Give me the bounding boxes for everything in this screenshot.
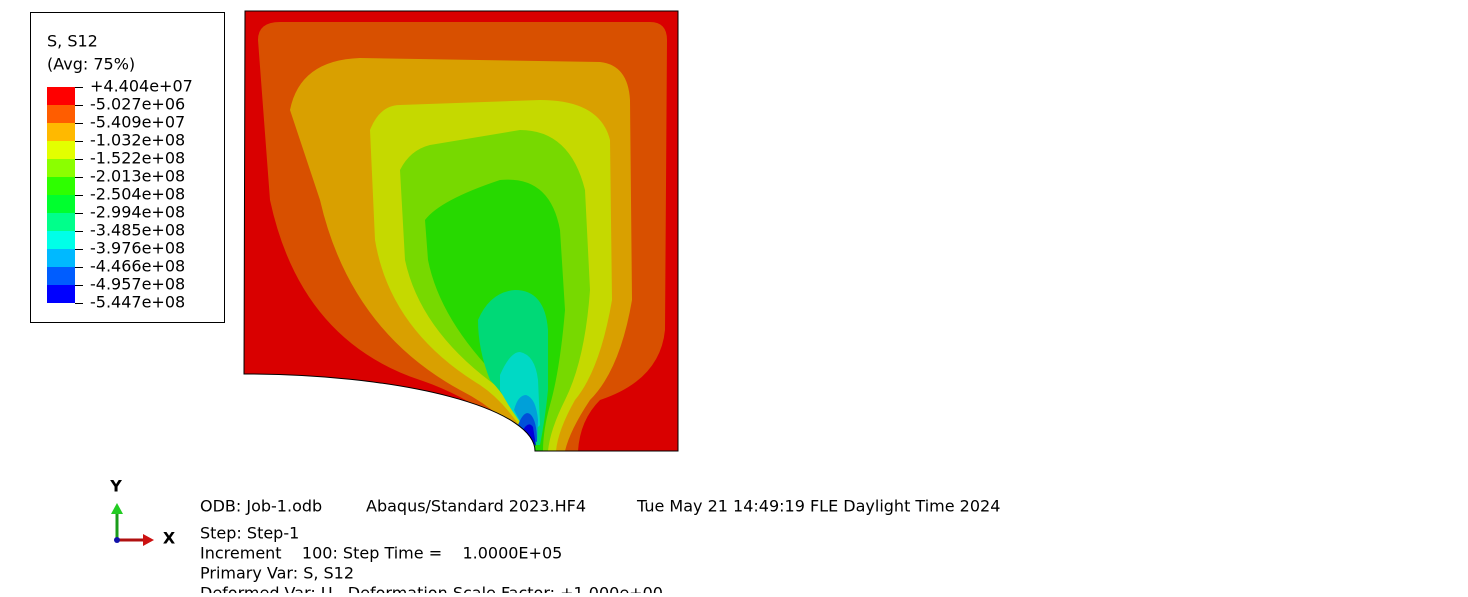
info-text: ODB: Job-1.odb [200,497,322,516]
legend-subtitle: (Avg: 75%) [47,55,135,74]
legend-swatch [47,159,75,177]
legend-level: +4.404e+07 [90,77,193,96]
info-text: Increment 100: Step Time = 1.0000E+05 [200,544,562,563]
legend-swatch [47,249,75,267]
plate-outline [243,10,679,452]
legend-swatch [47,123,75,141]
legend-level: -4.466e+08 [90,257,185,276]
legend-level: -2.013e+08 [90,167,185,186]
legend-level: -1.522e+08 [90,149,185,168]
legend-level: -1.032e+08 [90,131,185,150]
contour-plot [244,11,678,451]
axis-label: Y [109,477,122,496]
legend-level: -3.485e+08 [90,221,185,240]
legend-swatch [47,267,75,285]
legend-level: -3.976e+08 [90,239,185,258]
info-text: Primary Var: S, S12 [200,564,354,583]
legend-level: -5.027e+06 [90,95,185,114]
legend-swatch [47,195,75,213]
legend-title: S, S12 [47,32,98,51]
legend-level: -2.994e+08 [90,203,185,222]
info-text: Step: Step-1 [200,524,299,543]
legend-level: -4.957e+08 [90,275,185,294]
legend-swatch [47,213,75,231]
info-text: Abaqus/Standard 2023.HF4 [366,497,586,516]
legend-swatch [47,87,75,105]
axis-label: X [163,529,176,548]
legend: +4.404e+07-5.027e+06-5.409e+07-1.032e+08… [47,77,193,312]
legend-level: -5.447e+08 [90,293,185,312]
info-text: Deformed Var: U Deformation Scale Factor… [200,584,663,594]
legend-level: -5.409e+07 [90,113,185,132]
info-text: Tue May 21 14:49:19 FLE Daylight Time 20… [636,497,1000,516]
legend-swatch [47,177,75,195]
legend-swatch [47,231,75,249]
axis-triad: Y X [109,477,176,548]
legend-swatch [47,141,75,159]
legend-level: -2.504e+08 [90,185,185,204]
legend-swatch [47,105,75,123]
legend-swatch [47,285,75,303]
